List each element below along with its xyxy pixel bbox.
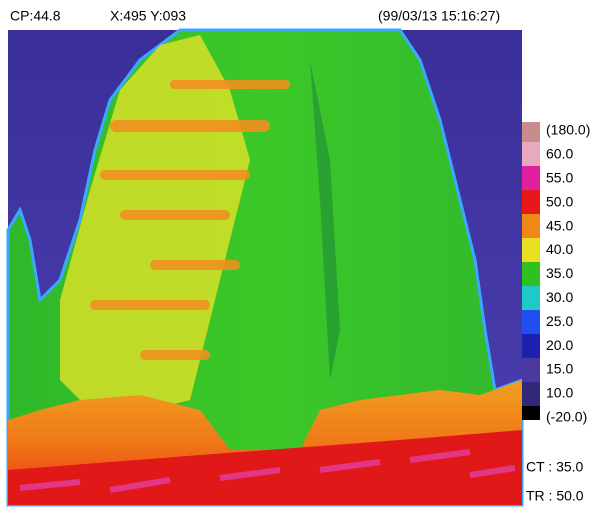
scale-label: (180.0) xyxy=(546,122,590,138)
scale-label: 25.0 xyxy=(546,313,573,329)
thermal-screen: CP:44.8 X:495 Y:093 (99/03/13 15:16:27) xyxy=(0,0,604,507)
tr-value: TR : 50.0 xyxy=(526,488,584,504)
scale-label: 55.0 xyxy=(546,170,573,186)
scale-label: 35.0 xyxy=(546,265,573,281)
scale-label: 40.0 xyxy=(546,241,573,257)
scale-label: 45.0 xyxy=(546,217,573,233)
cursor-temp: CP:44.8 xyxy=(10,8,61,24)
thermal-image xyxy=(8,30,522,505)
scale-label: 30.0 xyxy=(546,289,573,305)
scale-label: 60.0 xyxy=(546,146,573,162)
ct-value: CT : 35.0 xyxy=(526,459,584,475)
scale-label: 15.0 xyxy=(546,361,573,377)
scale-label: 20.0 xyxy=(546,337,573,353)
cursor-position: X:495 Y:093 xyxy=(110,8,186,24)
scale-label: 10.0 xyxy=(546,385,573,401)
scale-label: (-20.0) xyxy=(546,409,587,425)
scale-label: 50.0 xyxy=(546,193,573,209)
color-scale xyxy=(522,122,540,420)
scale-labels: (180.0) 60.0 55.0 50.0 45.0 40.0 35.0 30.0 25.0 2… xyxy=(546,122,590,425)
datetime: (99/03/13 15:16:27) xyxy=(378,8,500,24)
